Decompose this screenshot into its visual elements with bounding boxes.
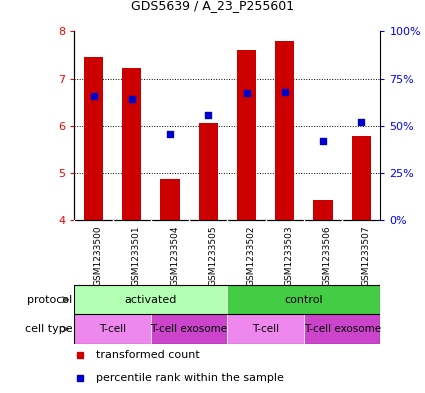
Text: GSM1233501: GSM1233501 xyxy=(132,225,141,286)
Bar xyxy=(313,200,332,220)
Point xyxy=(205,112,212,119)
Point xyxy=(90,93,97,99)
Point xyxy=(358,119,365,126)
Text: activated: activated xyxy=(125,295,177,305)
Text: percentile rank within the sample: percentile rank within the sample xyxy=(96,373,283,383)
Text: GSM1233500: GSM1233500 xyxy=(94,225,102,286)
Text: GSM1233502: GSM1233502 xyxy=(246,225,255,286)
Bar xyxy=(74,285,227,314)
Bar xyxy=(160,178,179,220)
Text: GSM1233504: GSM1233504 xyxy=(170,225,179,286)
Bar xyxy=(84,57,103,220)
Bar xyxy=(351,136,371,220)
Text: GSM1233507: GSM1233507 xyxy=(361,225,370,286)
Bar xyxy=(275,41,294,220)
Point xyxy=(281,89,288,95)
Bar xyxy=(198,123,218,220)
Point xyxy=(243,90,250,96)
Bar xyxy=(74,314,151,344)
Text: T-cell: T-cell xyxy=(99,324,126,334)
Text: T-cell exosome: T-cell exosome xyxy=(150,324,228,334)
Text: control: control xyxy=(285,295,323,305)
Text: T-cell exosome: T-cell exosome xyxy=(303,324,381,334)
Text: GDS5639 / A_23_P255601: GDS5639 / A_23_P255601 xyxy=(131,0,294,12)
Point xyxy=(128,96,135,102)
Bar xyxy=(227,285,380,314)
Text: T-cell: T-cell xyxy=(252,324,279,334)
Text: transformed count: transformed count xyxy=(96,350,200,360)
Point xyxy=(167,130,173,137)
Bar xyxy=(122,68,141,220)
Text: protocol: protocol xyxy=(27,295,72,305)
Bar xyxy=(237,50,256,220)
Point xyxy=(320,138,326,145)
Bar xyxy=(304,314,380,344)
Text: GSM1233506: GSM1233506 xyxy=(323,225,332,286)
Text: GSM1233505: GSM1233505 xyxy=(208,225,217,286)
Bar xyxy=(227,314,304,344)
Bar xyxy=(151,314,227,344)
Text: GSM1233503: GSM1233503 xyxy=(285,225,294,286)
Text: cell type: cell type xyxy=(25,324,72,334)
